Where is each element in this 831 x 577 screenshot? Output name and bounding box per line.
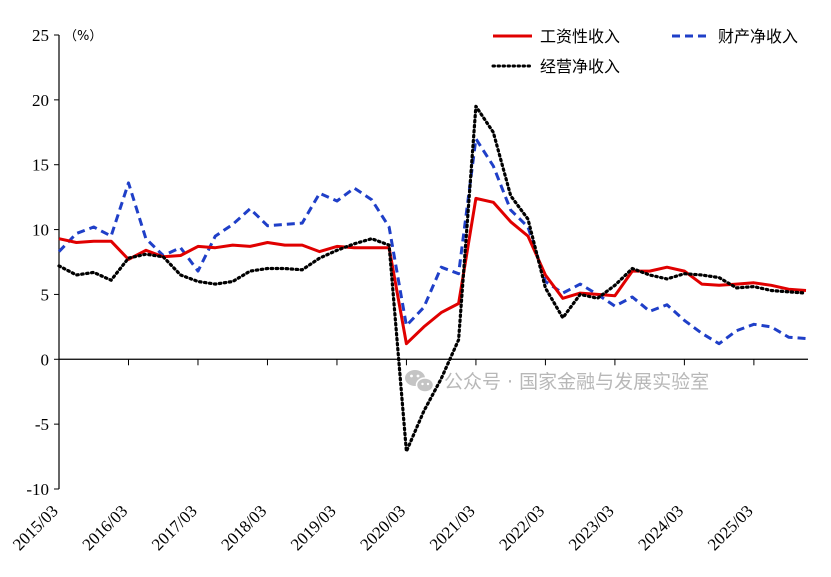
series-layer [57, 104, 808, 453]
y-tick-label: 25 [32, 26, 49, 45]
y-tick-label: -10 [26, 480, 49, 499]
legend-label-property-income: 财产净收入 [718, 27, 798, 46]
x-tick-label: 2017/03 [148, 501, 201, 554]
watermark-text: 公众号 · 国家金融与发展实验室 [444, 371, 709, 393]
y-tick-label: 0 [41, 350, 50, 369]
x-tick-label: 2016/03 [78, 501, 131, 554]
series-line-property-income [57, 137, 807, 346]
x-tick-label: 2015/03 [9, 501, 62, 554]
legend-item-wage-income: 工资性收入 [493, 27, 620, 46]
x-tick-label: 2020/03 [356, 501, 409, 554]
series-line-wage-income [58, 196, 807, 346]
legend: 工资性收入 财产净收入 经营净收入 [491, 27, 798, 76]
x-tick-label: 2018/03 [217, 501, 270, 554]
x-tick-label: 2019/03 [287, 501, 340, 554]
legend-label-business-income: 经营净收入 [540, 57, 620, 76]
y-tick-label: 10 [32, 221, 49, 240]
legend-item-property-income: 财产净收入 [672, 27, 798, 46]
x-tick-label: 2024/03 [634, 501, 687, 554]
y-ticks: -10 -5 0 5 10 15 20 25 [26, 26, 59, 499]
unit-label: （%） [64, 29, 102, 44]
y-tick-label: -5 [35, 415, 49, 434]
x-tick-label: 2021/03 [426, 501, 479, 554]
y-tick-label: 5 [41, 285, 50, 304]
legend-label-wage-income: 工资性收入 [540, 27, 620, 46]
watermark: 公众号 · 国家金融与发展实验室 [405, 370, 709, 393]
x-tick-label: 2025/03 [704, 501, 757, 554]
series-line-business-income [57, 104, 808, 453]
wechat-icon [405, 370, 435, 393]
x-tick-label: 2022/03 [495, 501, 548, 554]
legend-item-business-income: 经营净收入 [491, 57, 620, 76]
axes [58, 35, 808, 489]
y-tick-label: 15 [32, 156, 49, 175]
x-tick-label: 2023/03 [565, 501, 618, 554]
y-tick-label: 20 [32, 91, 49, 110]
